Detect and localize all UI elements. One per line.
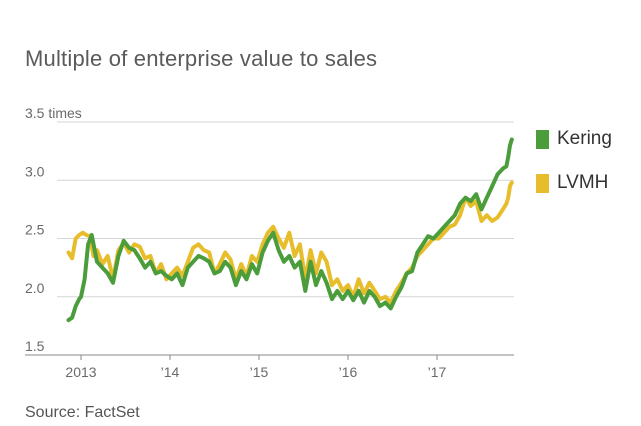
x-tick-label: 2013	[65, 364, 96, 380]
y-tick-label: 3.0	[25, 163, 45, 179]
y-tick-label: 2.5	[25, 222, 45, 238]
x-tick-label: ’15	[250, 364, 269, 380]
y-tick-label: 2.0	[25, 280, 45, 296]
x-tick-label: ’14	[161, 364, 180, 380]
x-axis	[25, 354, 514, 360]
source-note: Source: FactSet	[25, 404, 140, 421]
legend-label-kering: Kering	[557, 128, 612, 149]
y-tick-label: 1.5	[25, 338, 45, 354]
legend: Kering LVMH	[536, 128, 612, 216]
x-tick-label: ’17	[428, 364, 447, 380]
series-line-lvmh	[66, 180, 514, 305]
y-tick-label: 3.5 times	[25, 105, 82, 121]
series-line-kering	[66, 137, 514, 323]
chart-title: Multiple of enterprise value to sales	[25, 46, 378, 71]
x-tick-label: ’16	[339, 364, 358, 380]
series-lines	[66, 137, 514, 323]
legend-item-lvmh: LVMH	[536, 172, 612, 194]
legend-label-lvmh: LVMH	[557, 172, 609, 193]
legend-swatch-kering	[536, 129, 549, 149]
legend-item-kering: Kering	[536, 128, 612, 150]
tick-labels: 3.5 times 3.0 2.5 2.0 1.5 2013 ’14 ’15 ’16 ’17	[25, 105, 447, 380]
legend-swatch-lvmh	[536, 173, 549, 193]
grid-lines	[57, 121, 514, 298]
